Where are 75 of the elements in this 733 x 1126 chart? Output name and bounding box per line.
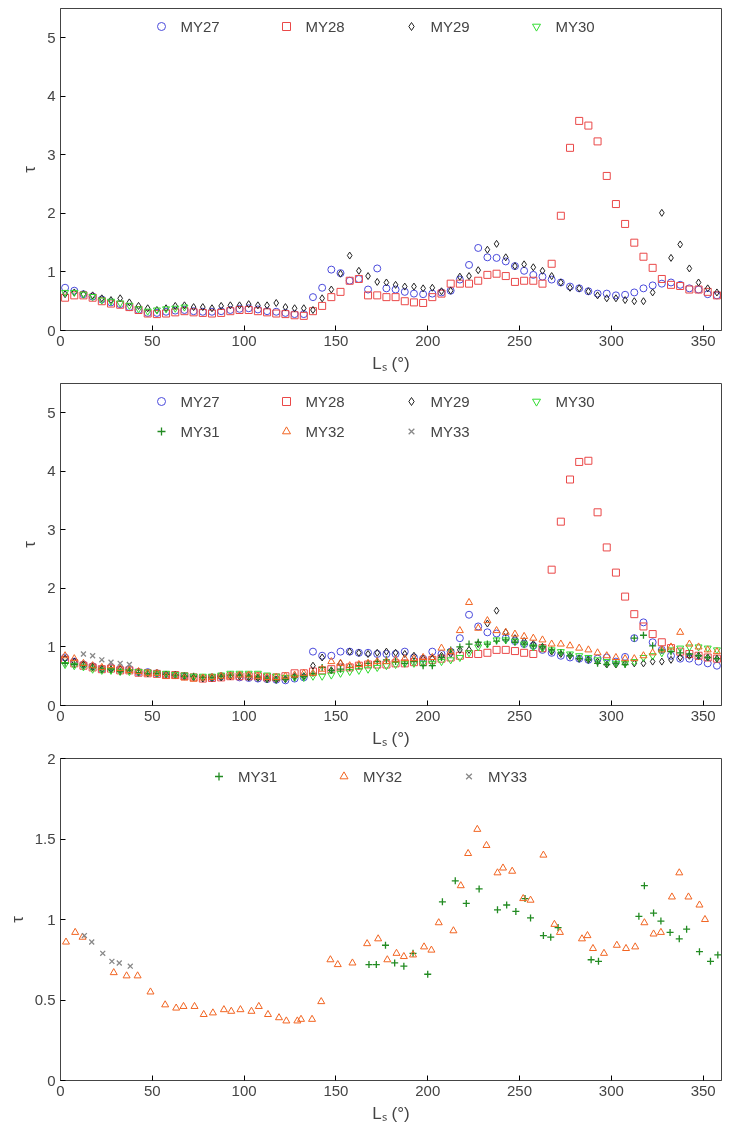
y-tick-label: 5 (47, 28, 56, 46)
point (127, 963, 134, 970)
x-tick-label: 50 (143, 331, 161, 349)
point (390, 958, 399, 968)
legend-label: MY30 (555, 392, 596, 410)
x-tick-label: 100 (231, 331, 257, 349)
x-tick-label: 350 (690, 706, 716, 724)
x-axis-title: Lₛ (°) (372, 728, 410, 748)
y-axis-title: τ (7, 915, 27, 923)
legend-label: MY29 (430, 17, 471, 35)
x-tick-label: 250 (507, 1081, 533, 1099)
point (474, 884, 484, 894)
point (586, 955, 596, 964)
legend-label: MY28 (305, 392, 346, 410)
y-tick-label: 1.5 (34, 830, 56, 847)
legend-label: MY29 (430, 392, 471, 410)
x-tick-label: 150 (323, 706, 349, 724)
x-tick-label: 300 (598, 331, 624, 349)
legend-label: MY27 (180, 17, 221, 35)
y-tick-label: 3 (47, 145, 56, 163)
point (364, 960, 374, 969)
point (526, 913, 535, 923)
x-tick-label: 150 (323, 1081, 349, 1099)
point (451, 876, 460, 886)
y-tick-label: 3 (47, 520, 56, 538)
x-tick-label: 350 (690, 331, 716, 349)
y-tick-label: 1 (47, 262, 56, 280)
y-tick-label: 5 (47, 403, 56, 421)
y-tick-label: 4 (47, 462, 56, 480)
x-tick-label: 200 (415, 1081, 441, 1099)
y-tick-label: 0.5 (34, 991, 56, 1008)
y-tick-label: 2 (47, 749, 56, 767)
y-tick-label: 2 (47, 204, 56, 222)
point (126, 661, 133, 668)
point (649, 908, 658, 918)
point (88, 938, 95, 946)
y-tick-label: 1 (47, 910, 56, 928)
point (399, 962, 408, 971)
x-tick-label: 300 (598, 1081, 624, 1099)
legend-label: MY28 (305, 17, 346, 35)
x-tick-label: 50 (143, 1081, 161, 1099)
y-axis-title: τ (20, 165, 40, 173)
point (502, 900, 511, 910)
point (634, 912, 644, 921)
y-tick-label: 4 (47, 87, 56, 105)
point (80, 650, 87, 658)
x-tick-label: 50 (143, 706, 161, 724)
point (713, 950, 722, 960)
x-tick-label: 150 (323, 331, 349, 349)
x-tick-label: 250 (507, 706, 533, 724)
y-tick-label: 2 (47, 579, 56, 597)
x-tick-label: 200 (415, 331, 441, 349)
point (511, 907, 521, 916)
legend-label: MY30 (555, 17, 596, 35)
x-axis-title: Lₛ (°) (372, 353, 410, 373)
x-tick-label: 300 (598, 706, 624, 724)
legend-label: MY33 (430, 422, 471, 440)
point (89, 652, 96, 659)
legend-label: MY32 (305, 422, 346, 440)
x-tick-label: 100 (231, 706, 257, 724)
y-tick-label: 1 (47, 637, 56, 655)
legend-label: MY27 (180, 392, 221, 410)
x-tick-label: 250 (507, 331, 533, 349)
x-tick-label: 200 (415, 706, 441, 724)
legend-label: MY32 (363, 767, 404, 785)
point (117, 660, 124, 667)
x-axis-title: Lₛ (°) (372, 1103, 410, 1123)
legend-label: MY33 (488, 767, 529, 785)
y-axis-title: τ (20, 540, 40, 548)
legend-label: MY31 (180, 422, 221, 440)
x-tick-label: 100 (231, 1081, 257, 1099)
point (656, 916, 666, 926)
x-tick-label: 350 (690, 1081, 716, 1099)
point (665, 928, 675, 937)
legend-label: MY31 (238, 767, 279, 785)
